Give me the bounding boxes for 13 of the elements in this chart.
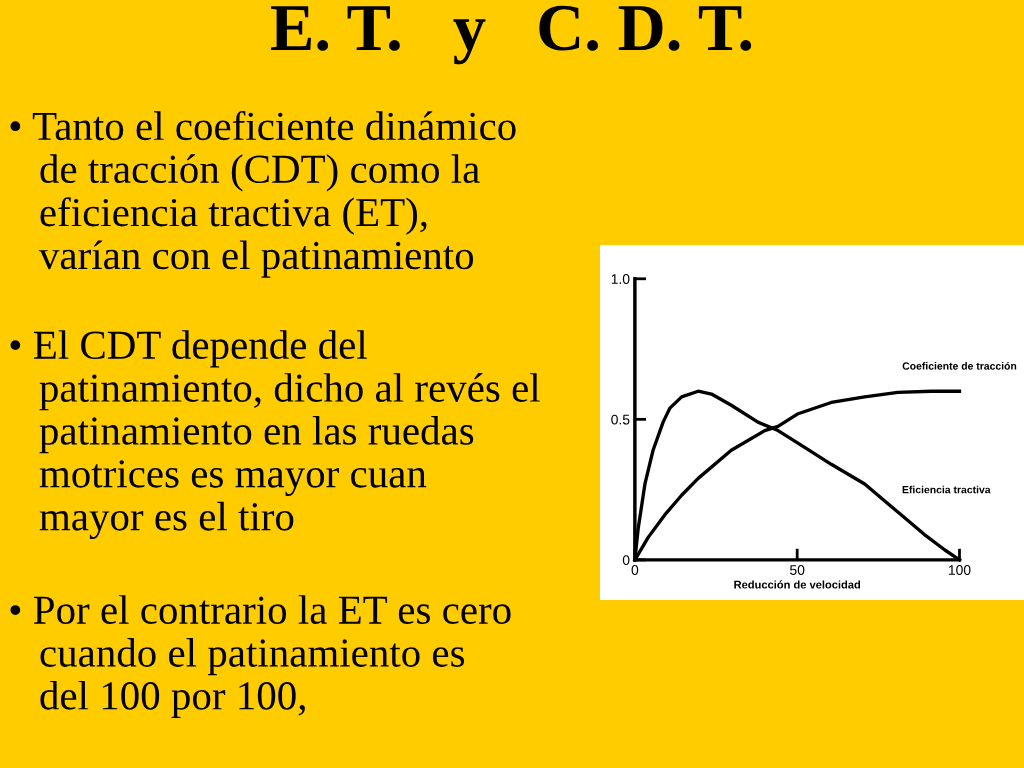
text: • Tanto el coeficiente dinámico de tracción (CDT) como la eficiencia tractiva (ET), varían con el patinamiento (10, 110, 516, 278)
y-tick-label: 1.0 (611, 274, 630, 284)
series-label: Eficiencia tractiva (902, 485, 991, 494)
text: • Por el contrario la ET es cero cuando el patinamiento es del 100 por 100, (10, 595, 511, 719)
y-tick-label: 0 (622, 555, 630, 566)
y-tick-label: 0.5 (611, 414, 630, 425)
chart-title: E. T. y C. D. T. (271, 5, 752, 65)
text: Coeficiente de tracción (902, 361, 1017, 370)
x-tick-label: 100 (948, 565, 971, 575)
x-tick-label: 0 (631, 565, 639, 575)
text: • El CDT depende del patinamiento, dicho al revés el patinamiento en las ruedas motrices es mayor cuan mayor es el tiro (10, 330, 540, 540)
x-tick-label: 50 (790, 565, 805, 575)
x-axis-title: Reducción de velocidad (734, 580, 861, 589)
